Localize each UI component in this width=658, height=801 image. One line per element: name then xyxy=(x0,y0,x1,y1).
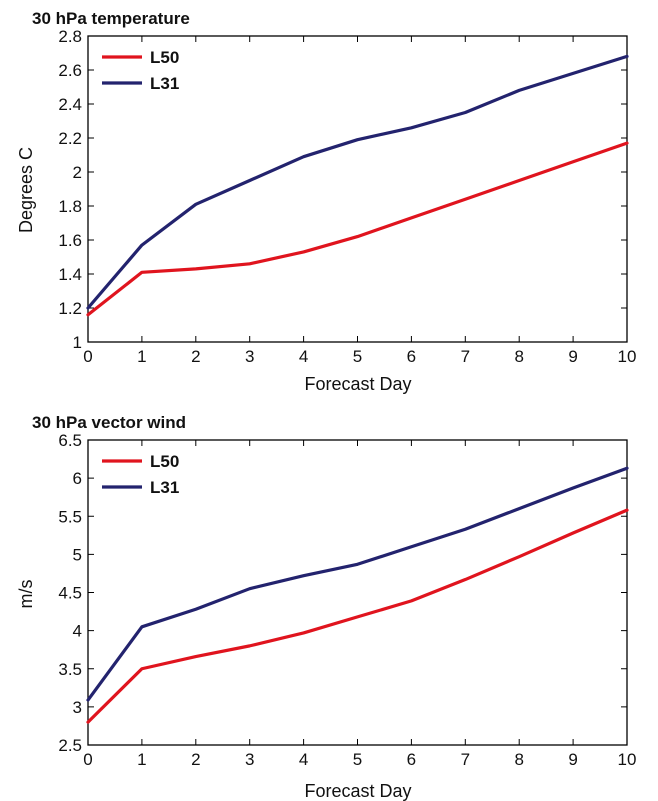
x-tick-label: 9 xyxy=(568,347,577,366)
y-tick-label: 3 xyxy=(73,698,82,717)
y-tick-label: 2.8 xyxy=(58,27,82,46)
x-tick-label: 8 xyxy=(514,347,523,366)
legend-label: L50 xyxy=(150,48,179,67)
y-tick-label: 5 xyxy=(73,545,82,564)
y-tick-label: 1.6 xyxy=(58,231,82,250)
x-axis-label: Forecast Day xyxy=(304,781,411,801)
y-tick-label: 2.6 xyxy=(58,61,82,80)
y-tick-label: 1.4 xyxy=(58,265,82,284)
series-line-l31 xyxy=(86,466,629,702)
x-tick-label: 4 xyxy=(299,750,308,769)
y-tick-label: 4.5 xyxy=(58,584,82,603)
y-tick-label: 5.5 xyxy=(58,507,82,526)
y-tick-label: 1.2 xyxy=(58,299,82,318)
series-line-l31 xyxy=(86,54,629,310)
chart-title: 30 hPa temperature xyxy=(32,9,190,28)
x-tick-label: 7 xyxy=(461,750,470,769)
y-tick-label: 1.8 xyxy=(58,197,82,216)
series-line-l50 xyxy=(86,508,629,724)
x-tick-label: 3 xyxy=(245,750,254,769)
chart-title: 30 hPa vector wind xyxy=(32,413,186,432)
x-tick-label: 4 xyxy=(299,347,308,366)
plot-area: 2.5 3 3.5 4 4.5 5 5.5 6 6.5 0 1 2 3 4 5 6 7 8 9 10 L50 L31 xyxy=(58,431,636,769)
y-tick-label: 1 xyxy=(73,333,82,352)
x-tick-label: 6 xyxy=(407,347,416,366)
y-tick-label: 2.4 xyxy=(58,95,82,114)
legend-label: L31 xyxy=(150,74,179,93)
y-tick-label: 2.5 xyxy=(58,736,82,755)
x-tick-label: 1 xyxy=(137,750,146,769)
legend-label: L31 xyxy=(150,478,179,497)
x-tick-label: 1 xyxy=(137,347,146,366)
y-tick-label: 6 xyxy=(73,469,82,488)
y-tick-label: 3.5 xyxy=(58,660,82,679)
x-tick-label: 7 xyxy=(461,347,470,366)
legend-label: L50 xyxy=(150,452,179,471)
x-tick-label: 2 xyxy=(191,750,200,769)
chart-vector-wind: 30 hPa vector wind m/s Forecast Day 2.5 3… xyxy=(16,413,636,801)
chart-temperature: 30 hPa temperature Degrees C Forecast Da… xyxy=(16,9,636,394)
plot-area: 11.21.41.61.822.22.42.62.80 1 2 3 4 5 6 7 8 9 10L5… xyxy=(58,27,636,366)
series-line-l50 xyxy=(86,141,629,317)
x-tick-label: 9 xyxy=(568,750,577,769)
x-tick-label: 0 xyxy=(83,347,92,366)
y-tick-label: 4 xyxy=(73,622,82,641)
x-tick-label: 5 xyxy=(353,347,362,366)
y-tick-label: 6.5 xyxy=(58,431,82,450)
y-tick-label: 2.2 xyxy=(58,129,82,148)
y-axis-label: m/s xyxy=(16,580,36,609)
x-tick-label: 0 xyxy=(83,750,92,769)
x-tick-label: 10 xyxy=(618,347,637,366)
x-tick-label: 3 xyxy=(245,347,254,366)
x-axis-label: Forecast Day xyxy=(304,374,411,394)
x-tick-label: 8 xyxy=(514,750,523,769)
y-tick-label: 2 xyxy=(73,163,82,182)
x-tick-label: 6 xyxy=(407,750,416,769)
y-axis-label: Degrees C xyxy=(16,147,36,233)
x-tick-label: 10 xyxy=(618,750,637,769)
x-tick-label: 5 xyxy=(353,750,362,769)
x-tick-label: 2 xyxy=(191,347,200,366)
